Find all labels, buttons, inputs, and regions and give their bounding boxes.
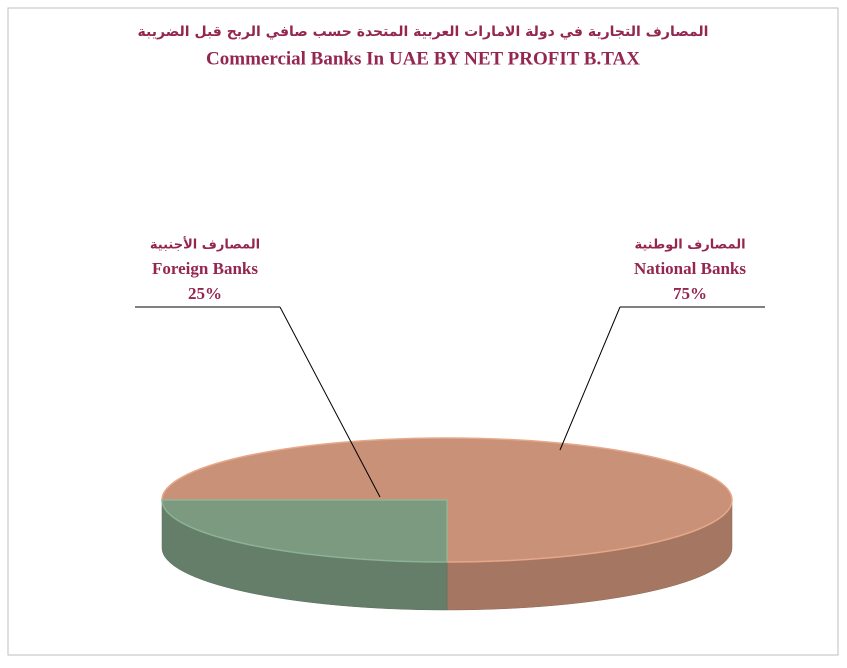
leader-line [279,306,381,498]
leader-line [559,306,621,451]
chart-title-ar: المصارف التجارية في دولة الامارات العربي… [138,24,709,40]
slice [161,499,448,563]
label: Foreign Banks [152,259,258,278]
value-label: 75% [673,284,707,303]
label-ar: المصارف الأجنبية [150,236,260,253]
value-label: 25% [188,284,222,303]
label: National Banks [634,259,746,278]
chart-title: Commercial Banks In UAE BY NET PROFIT B.… [206,48,640,69]
label-ar: المصارف الوطنية [634,238,745,253]
